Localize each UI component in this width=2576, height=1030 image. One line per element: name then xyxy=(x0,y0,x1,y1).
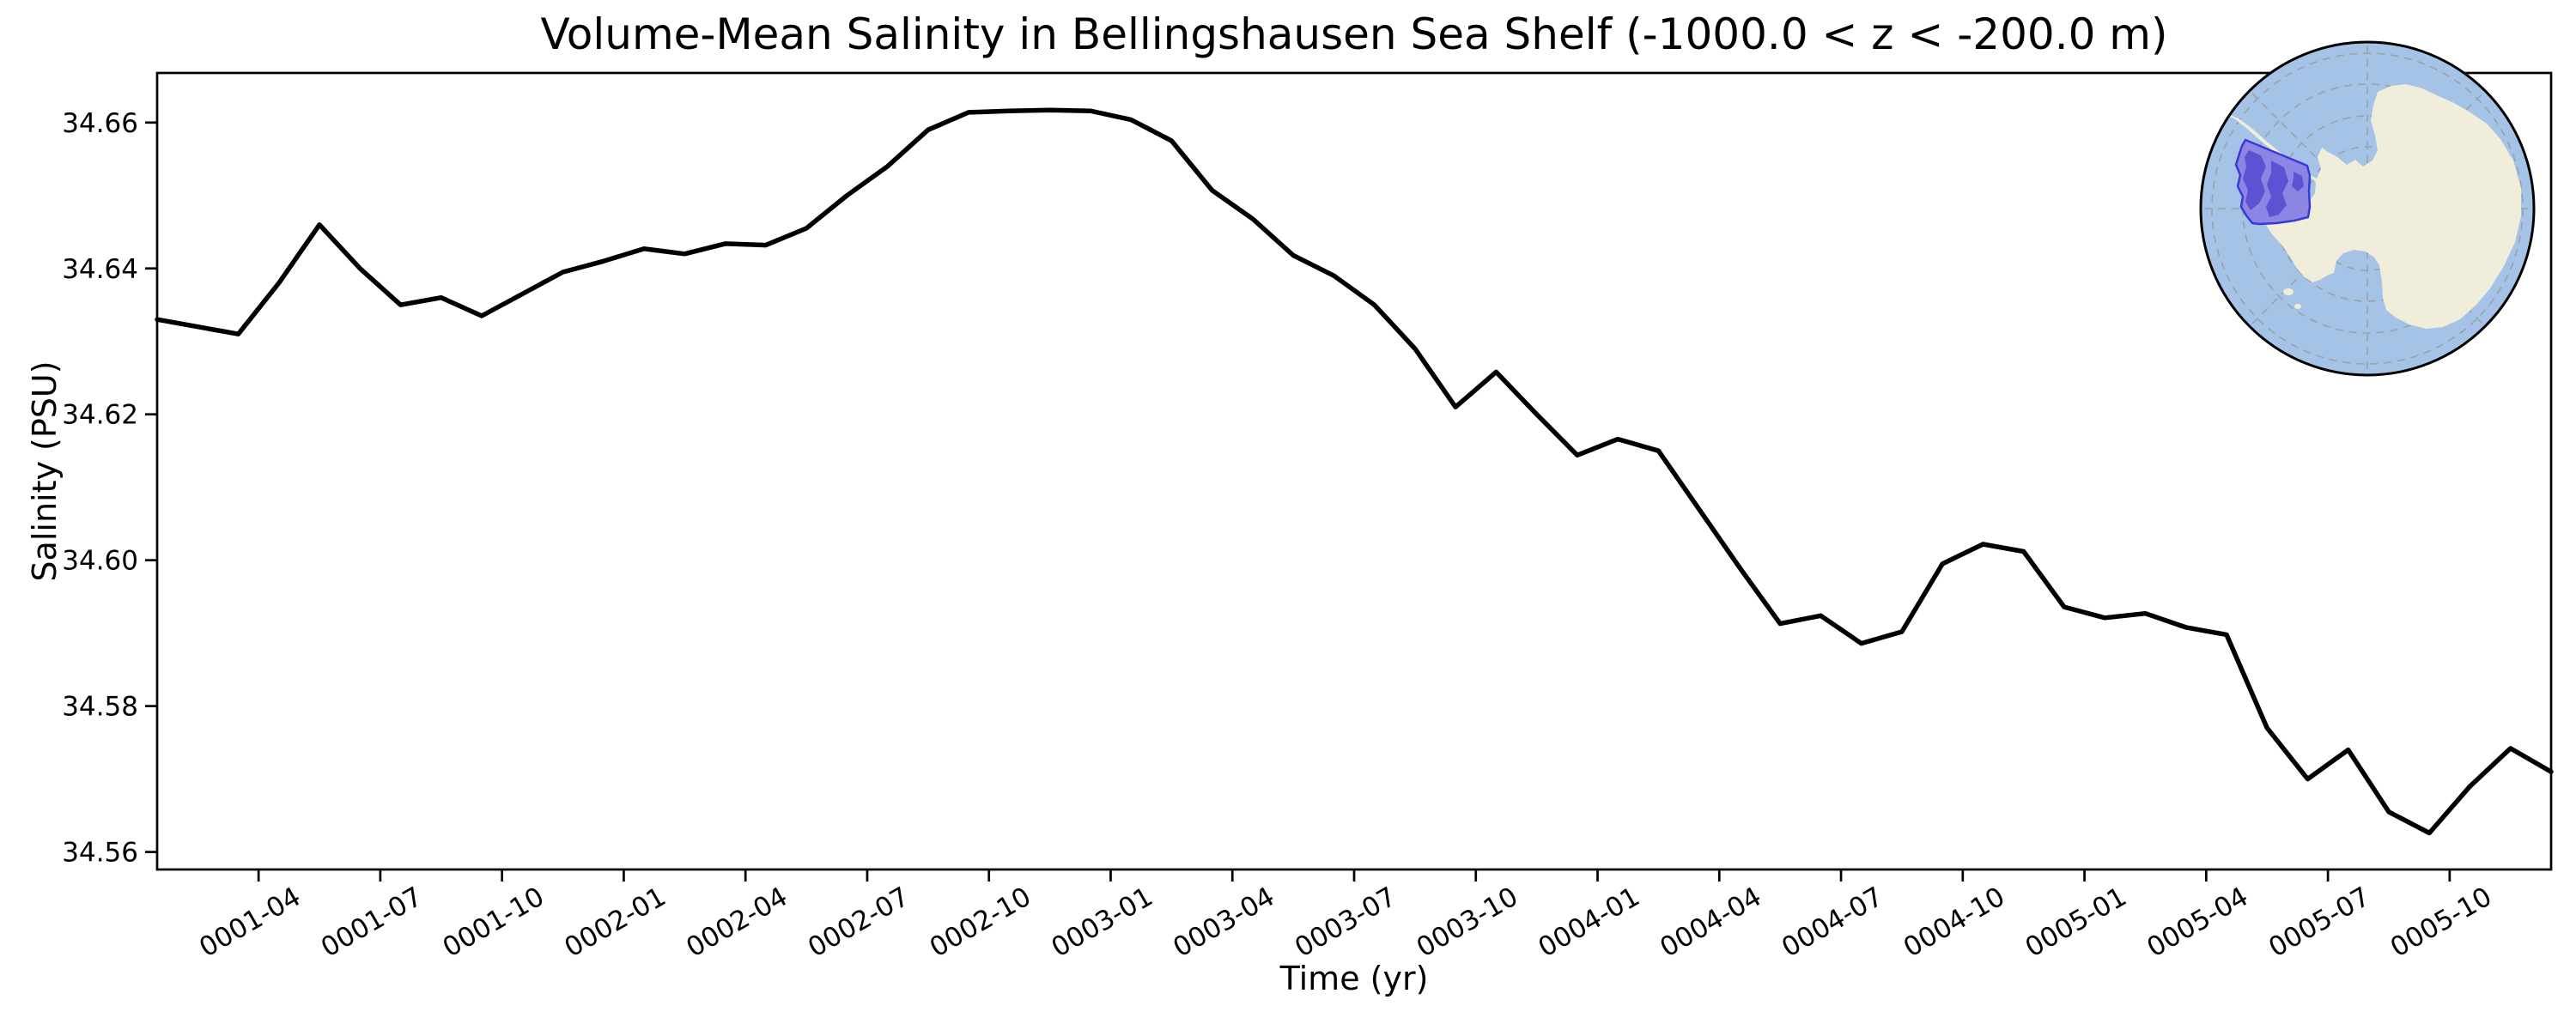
x-tick-label: 0004-07 xyxy=(1777,882,1888,964)
y-tick-labels: 34.66 34.64 34.62 34.60 34.58 34.56 xyxy=(62,108,138,869)
x-tick-labels: 0001-04 0001-07 0001-10 0002-01 0002-04 0002-… xyxy=(194,882,2497,964)
antarctica-inset-map xyxy=(2199,40,2536,377)
y-axis-ticks xyxy=(145,121,157,853)
plot-border xyxy=(155,71,2553,871)
y-tick-label: 34.64 xyxy=(62,254,138,285)
x-tick-label: 0001-04 xyxy=(194,882,306,964)
study-region-outline xyxy=(2234,138,2312,226)
x-tick-label: 0003-10 xyxy=(1412,882,1523,964)
x-tick-label: 0002-07 xyxy=(803,882,914,964)
x-tick-label: 0005-04 xyxy=(2142,882,2253,964)
x-tick-label: 0002-04 xyxy=(681,882,793,964)
chart-title: Volume-Mean Salinity in Bellingshausen S… xyxy=(540,9,2168,59)
x-tick-label: 0001-10 xyxy=(438,882,550,964)
x-axis-label: Time (yr) xyxy=(1279,960,1429,997)
x-tick-label: 0003-01 xyxy=(1046,882,1157,964)
x-tick-label: 0001-07 xyxy=(316,882,428,964)
x-tick-label: 0005-01 xyxy=(2020,882,2132,964)
x-tick-label: 0005-10 xyxy=(2385,882,2497,964)
y-tick-label: 34.66 xyxy=(62,108,138,139)
study-region-highlight xyxy=(2234,138,2312,226)
salinity-line-series xyxy=(155,107,2554,836)
x-tick-label: 0005-07 xyxy=(2263,882,2375,964)
y-tick-label: 34.56 xyxy=(62,838,138,869)
x-axis-ticks xyxy=(257,869,2451,882)
map-border xyxy=(2199,40,2536,377)
y-tick-label: 34.58 xyxy=(62,692,138,723)
y-tick-label: 34.60 xyxy=(62,546,138,577)
x-tick-label: 0002-10 xyxy=(925,882,1036,964)
x-tick-label: 0003-04 xyxy=(1168,882,1279,964)
x-tick-label: 0003-07 xyxy=(1290,882,1401,964)
x-tick-label: 0004-01 xyxy=(1534,882,1645,964)
y-tick-label: 34.62 xyxy=(62,400,138,431)
x-tick-label: 0004-04 xyxy=(1655,882,1766,964)
x-tick-label: 0002-01 xyxy=(559,882,671,964)
x-tick-label: 0004-10 xyxy=(1899,882,2010,964)
study-region-shelf-detail xyxy=(2243,150,2304,217)
